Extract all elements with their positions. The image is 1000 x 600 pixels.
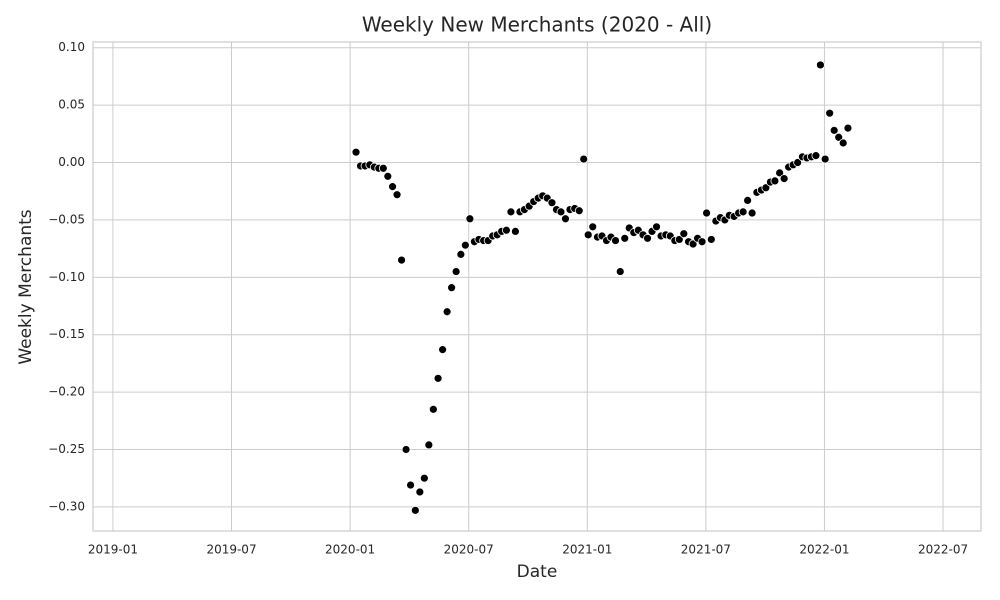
point [406,480,415,490]
plot-frame [92,41,982,532]
point [433,373,443,383]
point [351,147,361,157]
y-tick-label: −0.20 [48,385,85,399]
point [401,445,411,454]
point [588,222,598,232]
point [419,473,429,483]
point [383,171,393,181]
point [415,487,425,497]
x-tick-label: 2022-01 [799,543,849,557]
y-tick-label: 0.05 [58,98,85,112]
x-tick-label: 2019-07 [206,543,256,557]
point [747,208,757,218]
point [611,236,620,245]
x-tick-label: 2021-01 [562,543,612,557]
chart-title: Weekly New Merchants (2020 - All) [362,13,712,37]
point [779,174,789,183]
point [451,267,461,276]
point [761,183,771,193]
x-tick-label: 2019-01 [88,543,138,557]
point [547,198,557,208]
point [511,227,520,236]
point [829,125,839,135]
point [793,158,803,167]
y-tick-label: −0.05 [48,212,85,226]
point [743,196,753,205]
x-tick-label: 2020-07 [444,543,494,557]
point [506,207,516,217]
point [820,154,830,164]
point [574,206,584,216]
point [688,239,698,249]
y-axis-label: Weekly Merchants [16,209,36,364]
point [738,207,748,217]
y-tick-label: −0.10 [48,270,85,284]
x-axis-label: Date [517,562,558,582]
point [816,60,825,70]
point [447,283,457,293]
y-tick-label: 0.00 [58,155,85,169]
point [674,235,684,244]
point [388,182,397,192]
point [442,307,452,317]
x-tick-label: 2021-07 [681,543,731,557]
point [825,108,835,118]
point [834,132,844,142]
point [438,345,448,355]
y-tick-label: −0.15 [48,327,85,341]
x-tick-label: 2022-07 [918,543,968,557]
point [392,190,402,200]
point [583,230,593,240]
point [643,233,652,243]
point [811,151,821,161]
point [843,123,853,133]
point [424,440,434,450]
point [460,240,470,250]
point [561,214,570,224]
point [502,225,511,235]
point [410,505,420,515]
point [465,214,475,224]
point [556,207,566,217]
point [620,233,630,243]
point [615,267,625,276]
point [652,222,661,232]
point [697,237,707,247]
point [579,154,589,164]
y-tick-label: −0.25 [48,442,85,456]
x-tick-label: 2020-01 [325,543,375,557]
point [428,404,438,414]
y-tick-label: 0.10 [58,40,85,54]
point [775,168,785,178]
point [679,229,689,239]
point [770,176,780,186]
point [397,255,406,265]
point [456,249,466,259]
point [706,235,716,244]
point [702,208,711,218]
y-tick-label: −0.30 [48,499,85,513]
point [838,138,848,148]
point [378,163,388,173]
